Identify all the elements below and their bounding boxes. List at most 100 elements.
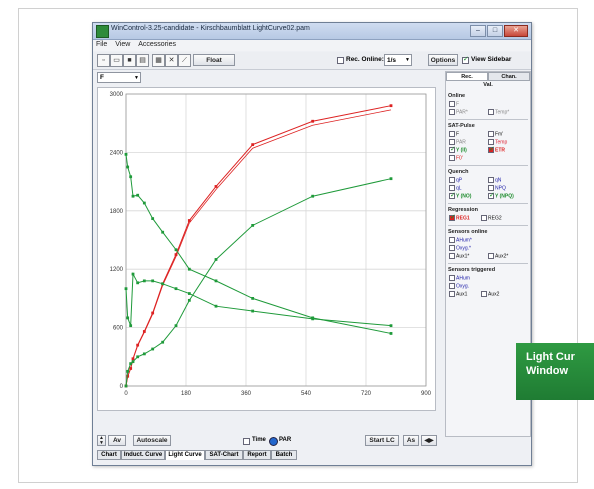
section-regression: Regression: [448, 207, 478, 213]
sensor-online-aux2[interactable]: Aux2*: [488, 253, 508, 259]
quench-qn[interactable]: qN: [488, 177, 501, 183]
tab-chart[interactable]: Chart: [97, 450, 121, 460]
data-point: [187, 292, 191, 295]
channel-select[interactable]: F ▼: [97, 72, 141, 83]
data-point: [174, 253, 178, 256]
x-tick-label: 720: [361, 391, 372, 397]
close-button[interactable]: ✕: [504, 25, 528, 37]
sat-etr[interactable]: ETR: [488, 145, 505, 153]
light-curve-window-badge: Light Cur Window: [516, 343, 594, 400]
quench-y-npq[interactable]: Y (NPQ): [488, 191, 514, 199]
float-button[interactable]: Float: [193, 54, 235, 66]
tab-val[interactable]: Val.: [483, 82, 493, 88]
delete-icon[interactable]: ✕: [165, 54, 178, 67]
rec-online-label: Rec. Online:: [346, 56, 384, 63]
sensor-online-ahum[interactable]: AHum*: [449, 237, 472, 243]
section-online: Online: [448, 93, 466, 99]
data-point: [126, 374, 130, 378]
data-point: [129, 362, 133, 366]
section-quench: Quench: [448, 169, 469, 175]
av-button[interactable]: Av: [108, 435, 126, 446]
as-button[interactable]: As: [403, 435, 419, 446]
channel-value: F: [100, 74, 104, 81]
rec-online-select[interactable]: 1/s ▼: [384, 54, 412, 66]
view-sidebar-checkbox[interactable]: [462, 55, 469, 64]
tab-report[interactable]: Report: [243, 450, 271, 460]
up-down-arrows-icon[interactable]: ▲ ▼: [97, 435, 106, 446]
menu-view[interactable]: View: [115, 41, 131, 48]
data-point: [389, 324, 393, 328]
time-radio[interactable]: [243, 438, 250, 445]
line-icon[interactable]: ⟋: [178, 54, 191, 67]
data-point: [174, 287, 178, 291]
online-par[interactable]: PAR*: [449, 109, 468, 115]
tab-batch[interactable]: Batch: [271, 450, 297, 460]
grid-icon[interactable]: ▦: [152, 54, 165, 67]
save-icon[interactable]: ■: [123, 54, 136, 67]
rec-online-checkbox[interactable]: [337, 57, 344, 64]
y-tick-label: 2400: [110, 150, 124, 156]
sensor-trig-oxyg[interactable]: Oxyg.: [449, 283, 469, 289]
tab-light-curve[interactable]: Light Curve: [165, 450, 205, 460]
light-curve-chart: 0 180 360 540 720 900 0 600 1200 1800 2400 3000: [97, 87, 436, 411]
data-point: [136, 281, 140, 285]
x-tick-label: 540: [301, 391, 312, 397]
autoscale-button[interactable]: Autoscale: [133, 435, 171, 446]
data-point: [129, 175, 133, 179]
data-point: [214, 304, 218, 308]
sensor-online-oxyg[interactable]: Oxyg.*: [449, 245, 471, 251]
online-f[interactable]: F: [449, 101, 459, 107]
data-point: [311, 317, 315, 321]
data-point: [124, 152, 128, 156]
online-temp[interactable]: Temp*: [488, 109, 509, 115]
quench-qp[interactable]: qP: [449, 177, 462, 183]
data-point: [136, 343, 140, 347]
x-tick-label: 0: [124, 391, 128, 397]
y-tick-label: 0: [120, 384, 124, 390]
data-point: [187, 267, 191, 271]
options-button[interactable]: Options: [428, 54, 458, 66]
start-lc-button[interactable]: Start LC: [365, 435, 399, 446]
data-point: [151, 217, 155, 220]
new-file-icon[interactable]: ▫: [97, 54, 110, 67]
tab-rec[interactable]: Rec.: [446, 72, 488, 81]
left-right-arrows-icon[interactable]: ◀▶: [421, 435, 437, 446]
sat-f0[interactable]: F0': [449, 155, 463, 161]
data-point: [214, 185, 218, 188]
data-point: [129, 367, 133, 370]
menu-accessories[interactable]: Accessories: [138, 41, 176, 48]
regression-reg2[interactable]: REG2: [481, 215, 502, 221]
series-line: [125, 154, 392, 334]
sensor-trig-ahum[interactable]: AHum: [449, 275, 470, 281]
divider: [448, 263, 528, 264]
print-icon[interactable]: ▤: [136, 54, 149, 67]
sensor-trig-aux2[interactable]: Aux2: [481, 291, 499, 297]
regression-reg1[interactable]: REG1: [449, 213, 470, 221]
regression-line: [125, 109, 392, 387]
y-tick-label: 1200: [110, 267, 124, 273]
data-point: [142, 352, 146, 356]
y-tick-label: 600: [113, 326, 124, 332]
sat-fm[interactable]: Fm': [488, 131, 503, 137]
par-label: PAR: [279, 437, 292, 443]
sat-f[interactable]: F: [449, 131, 459, 137]
data-point: [389, 104, 393, 108]
sensor-online-aux1[interactable]: Aux1*: [449, 253, 469, 259]
par-radio[interactable]: [269, 437, 278, 446]
tab-induct-curve[interactable]: Induct. Curve: [121, 450, 165, 460]
quench-y-no[interactable]: Y (NO): [449, 191, 471, 199]
app-icon: [96, 25, 109, 38]
data-point: [161, 230, 165, 234]
x-tick-label: 900: [421, 391, 432, 397]
minimize-button[interactable]: –: [470, 25, 486, 37]
sensor-trig-aux1[interactable]: Aux1: [449, 291, 467, 297]
menu-file[interactable]: File: [96, 41, 108, 48]
section-sensors-online: Sensors online: [448, 229, 488, 235]
data-point: [131, 357, 135, 361]
tab-sat-chart[interactable]: SAT-Chart: [205, 450, 243, 460]
open-folder-icon[interactable]: ▭: [110, 54, 123, 67]
series-line: [125, 105, 392, 387]
maximize-button[interactable]: □: [487, 25, 503, 37]
tab-chan[interactable]: Chan.: [488, 72, 530, 81]
sat-y-ii[interactable]: Y (II): [449, 145, 467, 153]
